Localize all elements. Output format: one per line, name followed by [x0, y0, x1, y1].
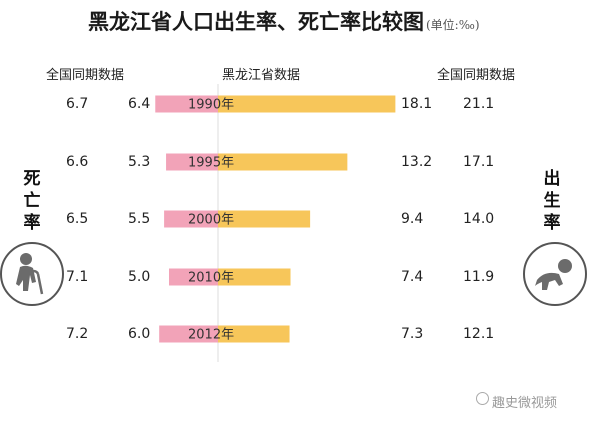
title-text: 黑龙江省人口出生率、死亡率比较图	[88, 9, 424, 34]
unit-label: (单位:‰)	[426, 18, 480, 32]
label-char: 率	[543, 213, 561, 233]
heilongjiang-birth-value: 7.3	[401, 326, 423, 342]
elderly-person-icon	[0, 242, 64, 306]
heilongjiang-death-value: 5.3	[128, 154, 150, 170]
baby-icon	[535, 259, 572, 290]
year-label: 2010年	[188, 271, 234, 286]
death-rate-bar	[155, 95, 218, 113]
label-char: 生	[543, 191, 561, 211]
header-national-right: 全国同期数据	[437, 68, 516, 83]
death-rate-label: 死亡率	[22, 168, 42, 234]
national-birth-value: 21.1	[463, 96, 494, 112]
year-label: 2012年	[188, 328, 234, 343]
heilongjiang-birth-value: 18.1	[401, 96, 432, 112]
birth-rate-bar	[218, 153, 348, 171]
label-char: 出	[543, 169, 561, 189]
watermark: 趣史微视频	[492, 396, 558, 411]
birth-rate-bar	[218, 95, 396, 113]
elderly-person-with-cane-icon	[16, 253, 44, 295]
header-national-left: 全国同期数据	[46, 68, 125, 83]
year-label: 1990年	[188, 98, 234, 113]
national-birth-value: 12.1	[463, 326, 494, 342]
label-char: 死	[23, 169, 41, 189]
heilongjiang-birth-value: 13.2	[401, 154, 432, 170]
death-rate-bar	[164, 210, 218, 228]
death-rate-bar	[169, 268, 218, 286]
birth-rate-bar	[218, 268, 291, 286]
watermark-logo-icon	[476, 392, 489, 405]
national-death-value: 6.5	[66, 211, 88, 227]
death-rate-bar	[159, 325, 218, 343]
national-birth-value: 17.1	[463, 154, 494, 170]
heilongjiang-death-value: 5.5	[128, 211, 150, 227]
national-birth-value: 14.0	[463, 211, 494, 227]
national-death-value: 7.2	[66, 326, 88, 342]
birth-rate-label: 出生率	[542, 168, 562, 234]
birth-rate-bar	[218, 210, 311, 228]
header-heilongjiang: 黑龙江省数据	[222, 68, 301, 83]
national-death-value: 7.1	[66, 269, 88, 285]
chart-title: 黑龙江省人口出生率、死亡率比较图 (单位:‰)	[88, 6, 480, 36]
crawling-baby-icon	[523, 242, 587, 306]
heilongjiang-birth-value: 9.4	[401, 211, 423, 227]
heilongjiang-death-value: 5.0	[128, 269, 150, 285]
year-label: 2000年	[188, 213, 234, 228]
heilongjiang-death-value: 6.0	[128, 326, 150, 342]
national-death-value: 6.6	[66, 154, 88, 170]
death-rate-bar	[166, 153, 218, 171]
heilongjiang-birth-value: 7.4	[401, 269, 423, 285]
year-label: 1995年	[188, 156, 234, 171]
birth-rate-bar	[218, 325, 290, 343]
label-char: 亡	[23, 191, 41, 211]
national-birth-value: 11.9	[463, 269, 494, 285]
heilongjiang-death-value: 6.4	[128, 96, 150, 112]
label-char: 率	[23, 213, 41, 233]
national-death-value: 6.7	[66, 96, 88, 112]
